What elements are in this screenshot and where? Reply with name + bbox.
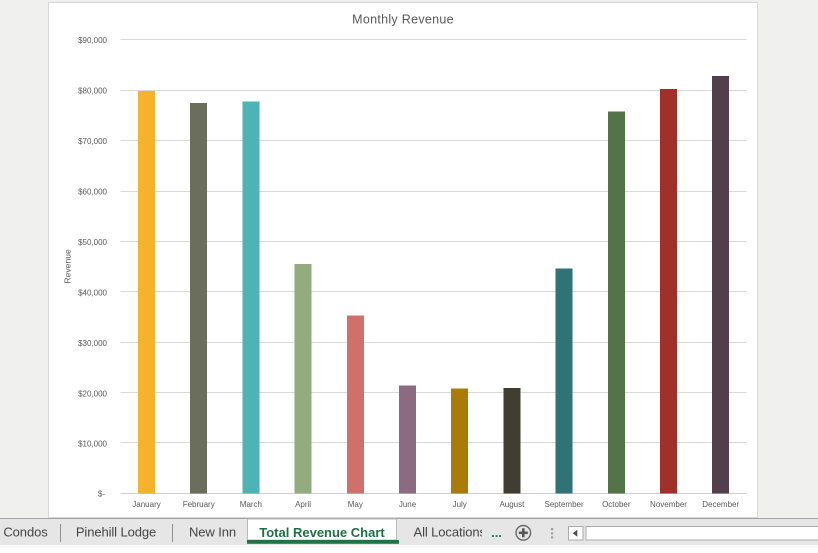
svg-text:All Locations: All Locations: [414, 525, 487, 540]
svg-text:Monthly Revenue: Monthly Revenue: [352, 13, 454, 27]
svg-text:$40,000: $40,000: [78, 289, 107, 298]
svg-text:Pinehill Lodge: Pinehill Lodge: [76, 525, 156, 540]
svg-text:October: October: [602, 500, 631, 509]
svg-text:Revenue: Revenue: [63, 249, 73, 284]
svg-text:$90,000: $90,000: [78, 36, 107, 45]
svg-text:$50,000: $50,000: [78, 238, 107, 247]
svg-text:March: March: [240, 500, 262, 509]
svg-text:January: January: [132, 500, 160, 509]
svg-text:$80,000: $80,000: [78, 87, 107, 96]
svg-text:$20,000: $20,000: [78, 390, 107, 399]
svg-text:Total Revenue Chart: Total Revenue Chart: [259, 525, 385, 540]
svg-text:$30,000: $30,000: [78, 339, 107, 348]
svg-text:$70,000: $70,000: [78, 137, 107, 146]
svg-text:September: September: [545, 500, 584, 509]
svg-text:November: November: [650, 500, 687, 509]
svg-text:May: May: [348, 500, 363, 509]
svg-text:February: February: [183, 500, 215, 509]
svg-text:...: ...: [491, 525, 502, 540]
svg-text:August: August: [499, 500, 525, 509]
svg-text:$-: $-: [98, 490, 105, 499]
svg-text:Condos: Condos: [3, 525, 48, 540]
svg-text:April: April: [295, 500, 311, 509]
svg-text:$10,000: $10,000: [78, 440, 107, 449]
svg-text:July: July: [453, 500, 467, 509]
svg-text:June: June: [399, 500, 417, 509]
svg-text:December: December: [702, 500, 739, 509]
svg-text:$60,000: $60,000: [78, 188, 107, 197]
svg-text:New Inn: New Inn: [189, 525, 236, 540]
